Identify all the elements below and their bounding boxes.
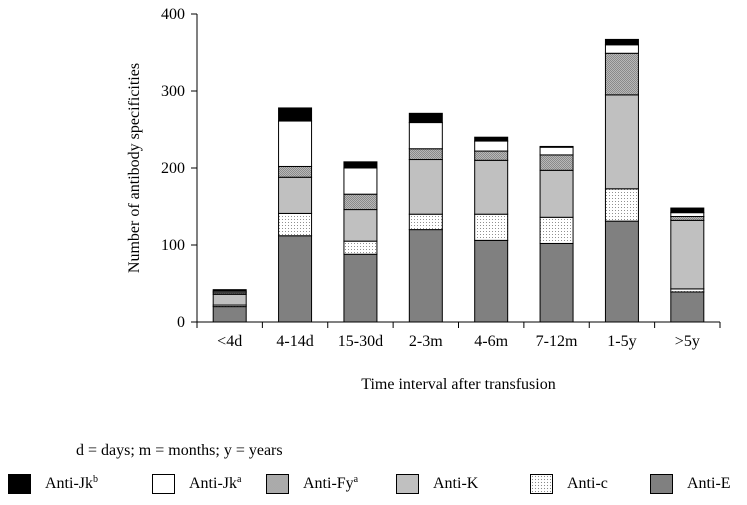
x-tick-label: <4d [217,333,242,350]
legend-label-base: Anti-Jk [45,475,93,492]
bar-segment-anti-jka [604,44,639,54]
legend-label: Anti-Jka [189,475,241,493]
bar-segment-anti-jkb [343,161,378,169]
bar-segment-anti-k [278,176,313,214]
bar-segment-anti-fya [474,150,509,161]
legend-swatch [8,474,31,494]
bar-segment-anti-jka [408,122,443,150]
legend-item-anti-k: Anti-K [396,474,478,494]
bar-segment-anti-c [474,213,509,241]
bar-segment-anti-e [604,220,639,323]
bar-segment-anti-k [343,209,378,242]
bar-segment-anti-fya [343,193,378,211]
legend-label: Anti-c [567,475,608,493]
bar-segment-anti-e [670,291,705,323]
bar-segment-anti-fya [670,216,705,221]
y-tick-label: 100 [161,237,185,254]
legend-swatch [650,474,673,494]
x-tick-label: 1-5y [607,333,636,350]
x-axis-title: Time interval after transfusion [361,376,555,393]
legend-label-superscript: a [237,474,242,485]
y-axis-title: Number of antibody specificities [126,63,143,273]
bar-segment-anti-c [278,212,313,237]
bar-segment-anti-e [408,229,443,323]
x-tick-label: 4-14d [276,333,313,350]
bar-segment-anti-jkb [408,112,443,124]
bar-segment-anti-jka [670,212,705,218]
y-tick-label: 200 [161,160,185,177]
bar-segment-anti-jka [343,167,378,195]
bar-segment-anti-jka [278,120,313,167]
bar-segment-anti-jkb [604,38,639,46]
x-tick-label: >5y [675,333,700,350]
legend-swatch [530,474,553,494]
legend-label: Anti-K [433,475,478,493]
x-tick-label: 15-30d [338,333,383,350]
bar-segment-anti-fya [539,154,574,171]
legend-item-anti-jkb: Anti-Jkb [8,474,98,494]
legend-label-base: Anti-c [567,475,608,492]
bar-segment-anti-jkb [539,145,574,148]
bar-segment-anti-k [474,159,509,215]
bar-segment-anti-k [212,293,247,306]
bar-segment-anti-k [604,94,639,190]
bar-segment-anti-jka [474,140,509,152]
legend: Anti-Jkb Anti-Jka Anti-Fya Anti-K Anti-c Anti… [0,474,747,500]
bar-segment-anti-e [474,239,509,323]
legend-label-base: Anti-K [433,475,479,492]
legend-swatch [266,474,289,494]
legend-item-anti-e: Anti-E [650,474,731,494]
legend-label-base: Anti-Jk [189,475,237,492]
x-tick-label: 4-6m [474,333,508,350]
bar-segment-anti-jkb [212,289,247,292]
bar-segment-anti-jkb [670,207,705,214]
bar-segment-anti-e [539,242,574,323]
legend-label: Anti-Jkb [45,475,98,493]
bar-segment-anti-c [539,216,574,244]
chart: 0 100 200 300 400 <4d 4-14d 15-30d 2-3m 4-6m 7-12m… [126,6,721,393]
bar-segment-anti-jkb [474,136,509,142]
footnote: d = days; m = months; y = years [76,442,283,459]
legend-item-anti-c: Anti-c [530,474,608,494]
legend-label: Anti-E [687,475,731,493]
bar-segment-anti-fya [278,165,313,178]
legend-label-base: Anti-Fy [303,475,354,492]
bar-segment-anti-k [408,159,443,215]
bar-segment-anti-e [343,253,378,323]
y-tick-label: 0 [177,314,185,331]
bar-segment-anti-c [604,188,639,222]
bar-segment-anti-e [278,235,313,323]
bar-segment-anti-jka [539,146,574,156]
legend-item-anti-jka: Anti-Jka [152,474,241,494]
bar-segment-anti-jkb [278,107,313,122]
legend-label-base: Anti-E [687,475,731,492]
bar-segment-anti-c [408,213,443,231]
legend-label-superscript: a [353,474,359,485]
legend-swatch [152,474,175,494]
bar-segment-anti-fya [604,52,639,96]
bar-segment-anti-fya [408,148,443,161]
y-tick-label: 400 [161,6,185,23]
y-tick-label: 300 [161,83,185,100]
x-tick-label: 2-3m [409,333,443,350]
legend-swatch [396,474,419,494]
bar-segment-anti-e [212,306,247,323]
legend-item-anti-fya: Anti-Fya [266,474,358,494]
bar-segment-anti-k [539,169,574,218]
legend-label: Anti-Fya [303,475,358,493]
bar-segment-anti-k [670,219,705,290]
bar-segment-anti-c [343,240,378,255]
legend-label-superscript: b [93,474,98,485]
x-tick-label: 7-12m [536,333,578,350]
